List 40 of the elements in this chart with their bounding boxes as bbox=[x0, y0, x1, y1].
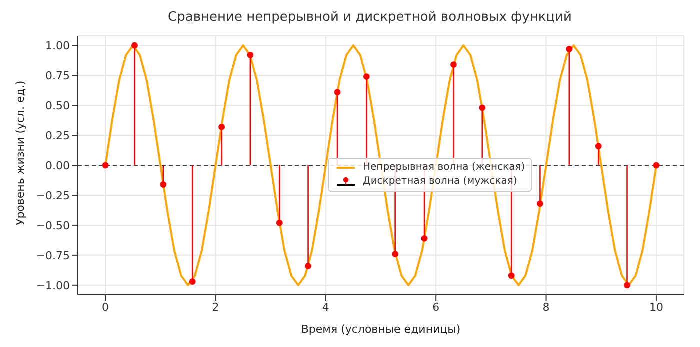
x-tick-label: 10 bbox=[649, 300, 664, 314]
point bbox=[421, 235, 428, 242]
point bbox=[450, 62, 457, 68]
y-tick-label: −0.50 bbox=[36, 219, 70, 232]
point bbox=[595, 143, 602, 150]
y-tick-label: 0.00 bbox=[46, 159, 70, 172]
point bbox=[537, 200, 544, 208]
y-tick-label: −0.75 bbox=[36, 249, 70, 262]
x-tick-label: 4 bbox=[322, 300, 330, 314]
x-tick-label: 6 bbox=[432, 300, 440, 314]
y-tick-label: 0.75 bbox=[46, 69, 70, 82]
legend-label: Дискретная волна (мужская) bbox=[363, 175, 518, 189]
point bbox=[102, 162, 109, 169]
x-tick-label: 2 bbox=[212, 300, 220, 314]
point bbox=[160, 181, 167, 188]
y-tick-label: −0.25 bbox=[36, 189, 70, 202]
point bbox=[218, 124, 225, 130]
point bbox=[276, 220, 283, 226]
x-tick-label: 8 bbox=[542, 300, 550, 314]
point bbox=[653, 162, 660, 169]
y-tick-label: 1.00 bbox=[46, 40, 70, 52]
x-axis-title: Время (условные единицы) bbox=[301, 323, 461, 336]
point bbox=[189, 278, 196, 286]
x-tick-label: 0 bbox=[102, 300, 110, 314]
y-tick-label: 0.50 bbox=[46, 99, 70, 112]
point bbox=[363, 74, 370, 80]
point bbox=[132, 42, 138, 49]
point bbox=[508, 272, 515, 280]
y-tick-label: 0.25 bbox=[46, 129, 70, 142]
point bbox=[392, 251, 399, 258]
point bbox=[479, 104, 486, 112]
legend-label: Непрерывная волна (женская) bbox=[363, 161, 526, 175]
chart-title: Сравнение непрерывной и дискретной волновых функций bbox=[167, 10, 573, 25]
y-tick-label: −1.00 bbox=[36, 279, 70, 292]
y-axis-title: Уровень жизни (усл. ед.) bbox=[14, 80, 27, 226]
point bbox=[334, 89, 341, 96]
point bbox=[566, 46, 573, 52]
point bbox=[247, 52, 254, 58]
point bbox=[624, 282, 630, 289]
point bbox=[305, 263, 312, 270]
